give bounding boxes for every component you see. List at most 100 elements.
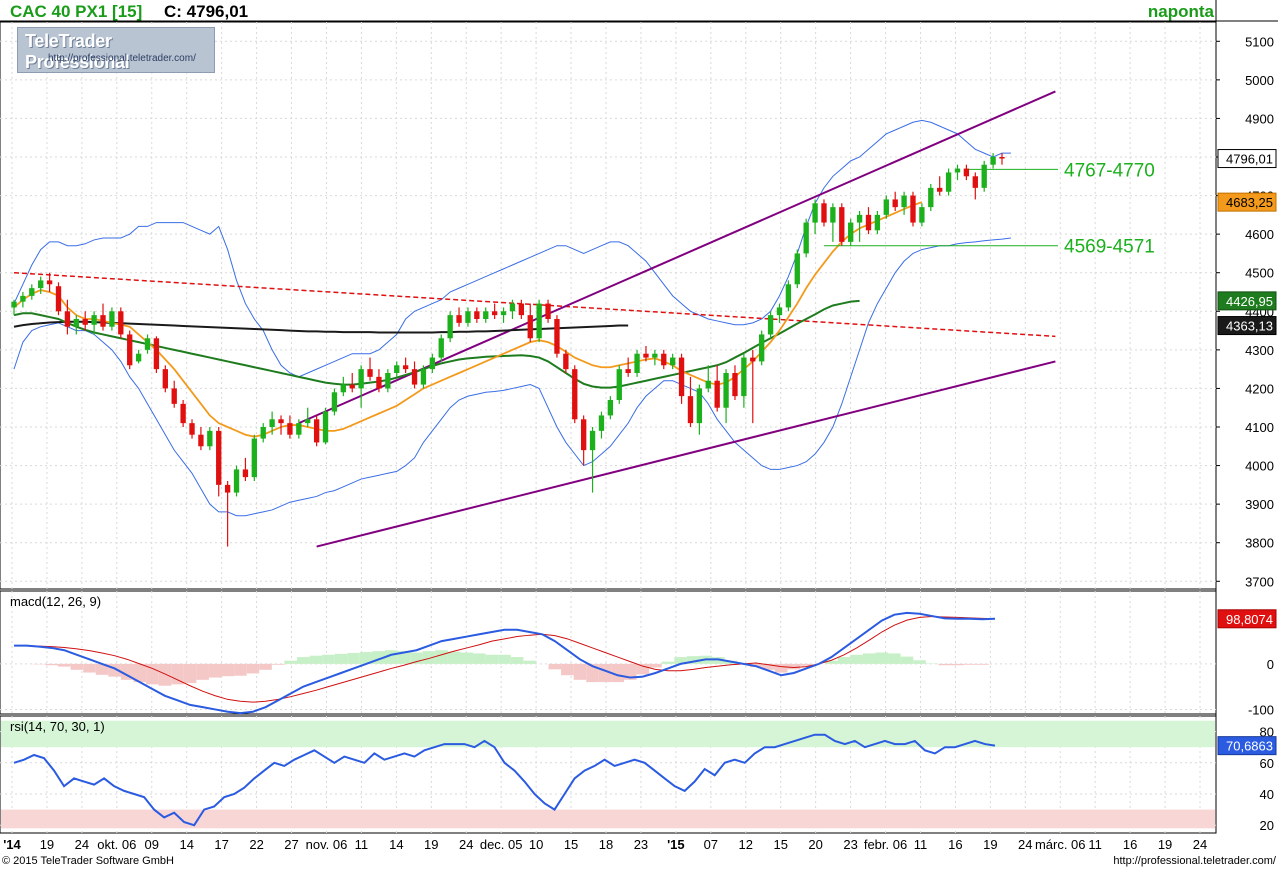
candle-body <box>652 353 658 358</box>
x-tick-label: 18 <box>599 837 613 852</box>
candle-body <box>305 419 311 424</box>
x-tick-label: 11 <box>914 837 928 852</box>
y-tick-label: 4600 <box>1245 227 1274 242</box>
candle-body <box>153 338 160 370</box>
price-tag <box>1217 192 1277 212</box>
candle-body <box>500 311 507 316</box>
macd-frame <box>0 590 1217 715</box>
price-tag <box>1217 316 1277 336</box>
macd-histogram-bar <box>120 663 134 680</box>
candle-body <box>518 303 525 316</box>
logo-url: http://professional.teletrader.com/ <box>48 53 196 64</box>
x-tick-label: dec. 05 <box>480 837 523 852</box>
macd-histogram-bar <box>623 663 637 680</box>
y-tick-label: 3700 <box>1245 574 1274 589</box>
candle-body <box>411 369 418 385</box>
macd-histogram-bar <box>800 663 813 666</box>
x-tick-label: 07 <box>704 837 718 852</box>
candle-body <box>118 311 124 335</box>
macd-histogram-bar <box>938 663 951 666</box>
macd-histogram-bar <box>598 663 612 683</box>
macd-histogram-bar <box>296 657 310 664</box>
x-tick-label: 14 <box>389 837 403 852</box>
macd-histogram-bar <box>246 663 260 674</box>
candle-body <box>224 484 231 493</box>
x-tick-label: 19 <box>1158 837 1172 852</box>
price-tag-label: 4683,25 <box>1226 195 1273 210</box>
macd-histogram-bar <box>447 651 461 664</box>
rsi-title: rsi(14, 70, 30, 1) <box>10 719 105 734</box>
macd-signal-line <box>14 616 996 703</box>
macd-histogram-bar <box>359 652 373 664</box>
rsi-value-tag <box>1217 736 1277 756</box>
macd-value-tag <box>1217 609 1277 629</box>
candle-body <box>545 303 551 319</box>
rsi-overbought-band <box>1 720 1215 748</box>
candle-body <box>20 295 26 302</box>
candle-body <box>456 315 462 323</box>
candle-body <box>340 384 347 393</box>
candle-body <box>144 338 151 350</box>
price-tag <box>1217 291 1277 311</box>
x-tick-label: 14 <box>179 837 193 852</box>
y-tick-label: 4300 <box>1245 343 1274 358</box>
candle-body <box>848 222 854 242</box>
y-tick-label: 3800 <box>1245 536 1274 551</box>
x-tick-label: 19 <box>40 837 54 852</box>
macd-histogram-bar <box>850 654 863 664</box>
price-tag-label: 4363,13 <box>1226 319 1273 334</box>
rsi-tick-label: 40 <box>1260 787 1274 802</box>
y-tick-label: 4500 <box>1245 266 1274 281</box>
macd-histogram-bar <box>485 654 499 664</box>
rsi-tick-label: 60 <box>1260 756 1274 771</box>
x-tick-label: 23 <box>634 837 648 852</box>
macd-histogram-bar <box>913 660 926 664</box>
macd-histogram-bar <box>70 663 84 670</box>
candle-body <box>839 207 845 242</box>
candle-body <box>643 353 649 358</box>
macd-histogram-bar <box>221 663 235 677</box>
macd-histogram-bar <box>573 663 587 680</box>
red-trendline <box>13 271 1056 338</box>
candle-body <box>750 357 756 362</box>
candle-body <box>189 423 195 435</box>
candle-body <box>678 357 685 397</box>
candle-body <box>465 311 471 323</box>
candle-body <box>563 353 569 370</box>
macd-histogram-bar <box>322 654 335 664</box>
candle-body <box>821 203 827 223</box>
copyright: © 2015 TeleTrader Software GmbH <box>2 855 174 867</box>
candle-body <box>687 396 694 424</box>
macd-histogram-bar <box>158 663 172 686</box>
candle-body <box>251 438 257 478</box>
macd-histogram-bar <box>548 663 562 670</box>
y-tick-label: 4000 <box>1245 459 1274 474</box>
candle-body <box>598 415 605 431</box>
candle-body <box>278 419 284 424</box>
teletrader-logo: TeleTrader Professional http://professio… <box>17 27 215 73</box>
macd-histogram-bar <box>825 660 838 664</box>
macd-panel: macd(12, 26, 9) <box>10 594 996 715</box>
candle-body <box>794 253 800 285</box>
macd-tick-label: 0 <box>1267 657 1274 672</box>
candle-body <box>945 172 952 192</box>
candle-body <box>937 187 943 192</box>
candle-body <box>999 157 1005 159</box>
candle-body <box>55 286 62 312</box>
candle-body <box>919 207 925 223</box>
macd-histogram-bar <box>661 661 675 664</box>
x-tick-label: nov. 06 <box>306 837 348 852</box>
x-tick-label: 24 <box>1193 837 1207 852</box>
x-tick-label: 16 <box>948 837 962 852</box>
candle-body <box>536 303 542 339</box>
macd-histogram-bar <box>146 663 159 685</box>
rsi-tick-label: 80 <box>1260 725 1274 740</box>
macd-histogram-bar <box>334 653 348 664</box>
candle-body <box>287 423 293 435</box>
macd-histogram-bar <box>183 663 197 684</box>
x-tick-label: 20 <box>808 837 822 852</box>
macd-histogram-bar <box>271 663 285 665</box>
x-tick-label: 09 <box>145 837 159 852</box>
candle-body <box>349 384 355 389</box>
candle-body <box>367 369 373 377</box>
